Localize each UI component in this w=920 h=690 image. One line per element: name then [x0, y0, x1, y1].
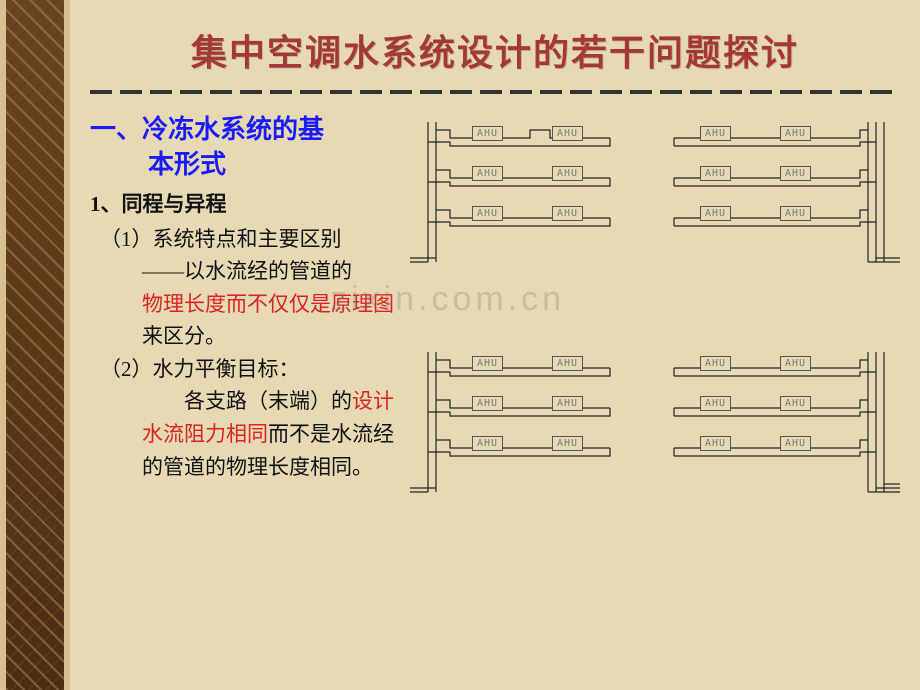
p2-b: 各支路（末端）的 — [184, 389, 352, 413]
section-heading: 一、冷冻水系统的基 本形式 — [90, 112, 400, 182]
p1-red-wrap: 物理长度而不仅仅是原理图来区分。 — [142, 288, 400, 353]
body: 一、冷冻水系统的基 本形式 1、同程与异程 （1）系统特点和主要区别 ——以水流… — [90, 112, 900, 483]
ahu-box: AHU — [700, 166, 731, 181]
bullet-1: 1、同程与异程 — [90, 188, 400, 221]
p1-line1: （1）系统特点和主要区别 — [100, 227, 342, 251]
slide: 集中空调水系统设计的若干问题探讨 一、冷冻水系统的基 本形式 1、同程与异程 （… — [0, 0, 920, 690]
ahu-box: AHU — [700, 126, 731, 141]
ahu-box: AHU — [472, 126, 503, 141]
diagram-top-right: AHU AHU AHU AHU AHU AHU — [660, 112, 900, 282]
content-area: 集中空调水系统设计的若干问题探讨 一、冷冻水系统的基 本形式 1、同程与异程 （… — [70, 0, 920, 690]
left-decorative-border — [0, 0, 70, 690]
ahu-box: AHU — [472, 206, 503, 221]
p2-line2: 各支路（末端）的设计水流阻力相同而不是水流经的管道的物理长度相同。 — [142, 385, 400, 483]
ahu-box: AHU — [552, 206, 583, 221]
piping-tl — [410, 112, 640, 282]
diagram-top-left: AHU AHU AHU AHU AHU AHU — [410, 112, 640, 282]
section-line2: 本形式 — [148, 147, 400, 182]
para-2: （2）水力平衡目标： 各支路（末端）的设计水流阻力相同而不是水流经的管道的物理长… — [100, 353, 400, 483]
ahu-box: AHU — [700, 396, 731, 411]
ahu-box: AHU — [780, 436, 811, 451]
ahu-box: AHU — [780, 166, 811, 181]
ahu-box: AHU — [780, 396, 811, 411]
ahu-box: AHU — [780, 356, 811, 371]
ahu-box: AHU — [700, 206, 731, 221]
diagram-bottom-left: AHU AHU AHU AHU AHU AHU — [410, 342, 640, 512]
p1-tail: 来区分。 — [142, 324, 226, 348]
ahu-box: AHU — [472, 396, 503, 411]
page-title: 集中空调水系统设计的若干问题探讨 — [90, 24, 900, 76]
para-1: （1）系统特点和主要区别 ——以水流经的管道的 物理长度而不仅仅是原理图来区分。 — [100, 223, 400, 353]
divider — [90, 90, 900, 94]
ahu-box: AHU — [472, 436, 503, 451]
text-column: 一、冷冻水系统的基 本形式 1、同程与异程 （1）系统特点和主要区别 ——以水流… — [90, 112, 400, 483]
ahu-box: AHU — [700, 356, 731, 371]
ahu-box: AHU — [700, 436, 731, 451]
ahu-box: AHU — [552, 436, 583, 451]
p2-line1: （2）水力平衡目标： — [100, 357, 300, 381]
ahu-box: AHU — [472, 166, 503, 181]
p1-line2: ——以水流经的管道的 — [142, 255, 400, 288]
piping-bl — [410, 342, 640, 512]
diagram-bottom-right: AHU AHU AHU AHU AHU AHU — [660, 342, 900, 512]
ahu-box: AHU — [472, 356, 503, 371]
ahu-box: AHU — [552, 396, 583, 411]
ahu-box: AHU — [552, 356, 583, 371]
p1-red: 物理长度而不仅仅是原理图 — [142, 292, 394, 316]
ahu-box: AHU — [780, 206, 811, 221]
diagrams-area: AHU AHU AHU AHU AHU AHU — [410, 112, 900, 483]
section-line1: 一、冷冻水系统的基 — [90, 115, 324, 144]
ahu-box: AHU — [780, 126, 811, 141]
ahu-box: AHU — [552, 166, 583, 181]
ahu-box: AHU — [552, 126, 583, 141]
